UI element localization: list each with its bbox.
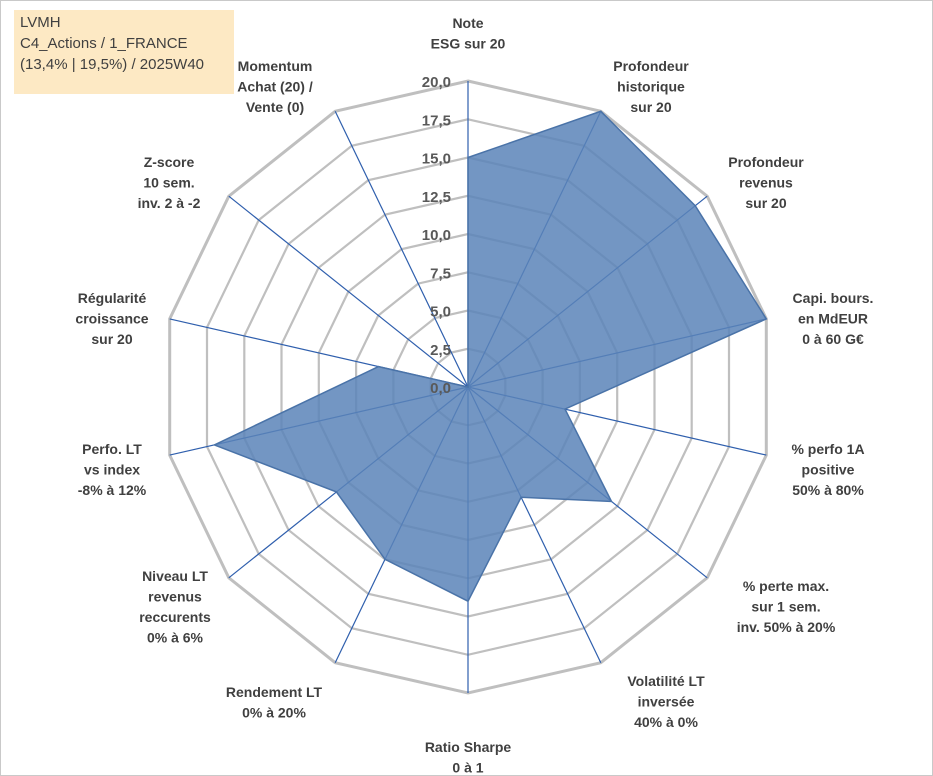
axis-label: Ratio Sharpe 0 à 1 bbox=[425, 739, 512, 776]
axis-label: Momentum Achat (20) / Vente (0) bbox=[237, 58, 313, 115]
axis-label: Niveau LT revenus reccurents 0% à 6% bbox=[139, 568, 211, 646]
tick-label: 17,5 bbox=[422, 112, 451, 129]
info-company: LVMH bbox=[20, 14, 61, 31]
tick-label: 10,0 bbox=[422, 227, 451, 244]
axis-label: Perfo. LT vs index -8% à 12% bbox=[78, 441, 147, 498]
axis-spoke bbox=[228, 195, 469, 388]
tick-label: 15,0 bbox=[422, 151, 451, 168]
series-area-lvmh bbox=[212, 110, 768, 603]
info-stats: (13,4% | 19,5%) / 2025W40 bbox=[20, 56, 204, 73]
axis-label: Capi. bours. en MdEUR 0 à 60 G€ bbox=[793, 290, 874, 347]
axis-label: % perfo 1A positive 50% à 80% bbox=[791, 441, 864, 498]
tick-label: 7,5 bbox=[430, 265, 451, 282]
axis-label: % perte max. sur 1 sem. inv. 50% à 20% bbox=[737, 578, 836, 635]
info-box: LVMH C4_Actions / 1_FRANCE (13,4% | 19,5… bbox=[14, 10, 234, 94]
axis-spoke bbox=[334, 111, 469, 388]
axis-label: Profondeur revenus sur 20 bbox=[728, 154, 804, 211]
axis-label: Profondeur historique sur 20 bbox=[613, 58, 689, 115]
tick-label: 20,0 bbox=[422, 74, 451, 91]
tick-label: 2,5 bbox=[430, 342, 451, 359]
info-category: C4_Actions / 1_FRANCE bbox=[20, 35, 188, 52]
axis-label: Volatilité LT inversée 40% à 0% bbox=[627, 673, 705, 730]
axis-label: Note ESG sur 20 bbox=[431, 15, 506, 52]
tick-label: 5,0 bbox=[430, 304, 451, 321]
axis-label: Rendement LT 0% à 20% bbox=[226, 684, 323, 721]
axis-label: Z-score 10 sem. inv. 2 à -2 bbox=[138, 154, 201, 211]
axis-label: Régularité croissance sur 20 bbox=[75, 290, 148, 347]
tick-label: 0,0 bbox=[430, 380, 451, 397]
tick-label: 12,5 bbox=[422, 189, 451, 206]
